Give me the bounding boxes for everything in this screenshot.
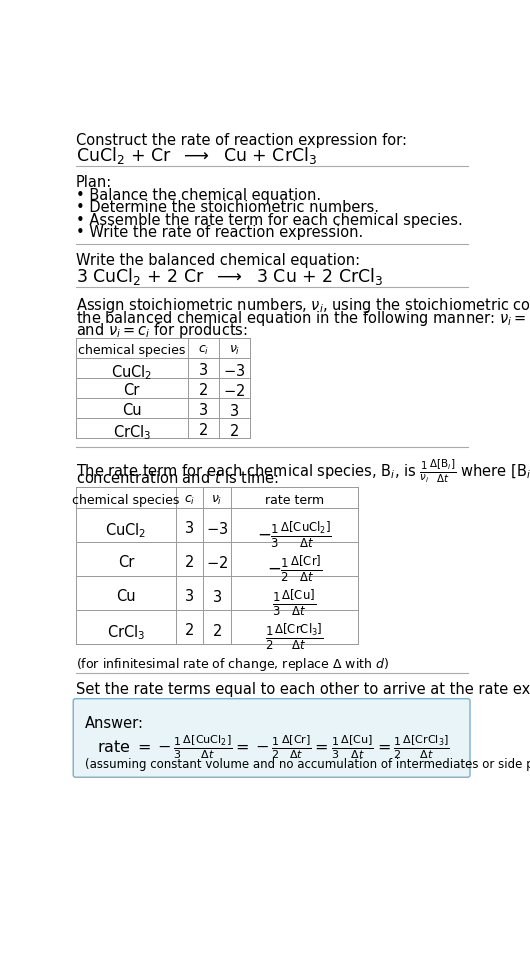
Text: 3: 3 (199, 403, 208, 418)
Text: 2: 2 (185, 623, 195, 638)
Text: CrCl$_3$: CrCl$_3$ (107, 623, 145, 642)
Text: Construct the rate of reaction expression for:: Construct the rate of reaction expressio… (76, 133, 407, 147)
Text: Cr: Cr (118, 555, 134, 570)
Text: Assign stoichiometric numbers, $\nu_i$, using the stoichiometric coefficients, $: Assign stoichiometric numbers, $\nu_i$, … (76, 297, 530, 315)
Text: 3 CuCl$_2$ + 2 Cr  $\longrightarrow$  3 Cu + 2 CrCl$_3$: 3 CuCl$_2$ + 2 Cr $\longrightarrow$ 3 Cu… (76, 266, 383, 287)
Text: $\frac{1}{2}\frac{\Delta[\mathrm{CrCl_3}]}{\Delta t}$: $\frac{1}{2}\frac{\Delta[\mathrm{CrCl_3}… (265, 622, 324, 652)
Text: $\nu_i$: $\nu_i$ (229, 344, 240, 357)
Text: 2: 2 (199, 384, 208, 398)
Text: rate term: rate term (265, 494, 324, 507)
Text: $c_i$: $c_i$ (198, 344, 209, 357)
Text: $-\frac{1}{3}\frac{\Delta[\mathrm{CuCl_2}]}{\Delta t}$: $-\frac{1}{3}\frac{\Delta[\mathrm{CuCl_2… (257, 520, 332, 550)
Text: chemical species: chemical species (72, 494, 180, 507)
Text: Set the rate terms equal to each other to arrive at the rate expression:: Set the rate terms equal to each other t… (76, 682, 530, 697)
Text: the balanced chemical equation in the following manner: $\nu_i = -c_i$ for react: the balanced chemical equation in the fo… (76, 308, 530, 328)
Text: $\frac{1}{3}\frac{\Delta[\mathrm{Cu}]}{\Delta t}$: $\frac{1}{3}\frac{\Delta[\mathrm{Cu}]}{\… (272, 588, 316, 618)
FancyBboxPatch shape (73, 699, 470, 777)
Text: $-3$: $-3$ (206, 521, 228, 538)
Text: 3: 3 (186, 590, 195, 604)
Text: $2$: $2$ (212, 623, 222, 639)
Text: $2$: $2$ (229, 424, 240, 439)
Text: $-\frac{1}{2}\frac{\Delta[\mathrm{Cr}]}{\Delta t}$: $-\frac{1}{2}\frac{\Delta[\mathrm{Cr}]}{… (267, 553, 322, 585)
Text: • Assemble the rate term for each chemical species.: • Assemble the rate term for each chemic… (76, 213, 462, 228)
Text: Cr: Cr (123, 384, 140, 398)
Text: CuCl$_2$ + Cr  $\longrightarrow$  Cu + CrCl$_3$: CuCl$_2$ + Cr $\longrightarrow$ Cu + CrC… (76, 145, 316, 166)
Text: $-2$: $-2$ (206, 555, 228, 571)
Text: CrCl$_3$: CrCl$_3$ (112, 424, 151, 442)
Text: $\nu_i$: $\nu_i$ (211, 494, 223, 507)
Text: Plan:: Plan: (76, 176, 112, 190)
Text: 2: 2 (185, 555, 195, 570)
Text: and $\nu_i = c_i$ for products:: and $\nu_i = c_i$ for products: (76, 321, 248, 341)
Text: Answer:: Answer: (85, 716, 144, 731)
Text: 3: 3 (186, 521, 195, 537)
Text: (for infinitesimal rate of change, replace $\Delta$ with $d$): (for infinitesimal rate of change, repla… (76, 656, 388, 673)
Text: $3$: $3$ (229, 403, 240, 419)
Text: CuCl$_2$: CuCl$_2$ (111, 363, 153, 382)
Text: 3: 3 (199, 363, 208, 378)
Text: 2: 2 (199, 424, 208, 438)
Text: $-2$: $-2$ (223, 384, 245, 399)
Text: • Write the rate of reaction expression.: • Write the rate of reaction expression. (76, 225, 363, 240)
Text: chemical species: chemical species (78, 344, 186, 357)
Text: $-3$: $-3$ (223, 363, 245, 379)
Text: $c_i$: $c_i$ (184, 494, 196, 507)
Text: Write the balanced chemical equation:: Write the balanced chemical equation: (76, 254, 360, 268)
Text: (assuming constant volume and no accumulation of intermediates or side products): (assuming constant volume and no accumul… (85, 758, 530, 771)
Text: $3$: $3$ (212, 590, 222, 605)
Text: rate $= -\frac{1}{3}\frac{\Delta[\mathrm{CuCl_2}]}{\Delta t} = -\frac{1}{2}\frac: rate $= -\frac{1}{3}\frac{\Delta[\mathrm… (97, 733, 450, 761)
Text: Cu: Cu (116, 590, 136, 604)
Text: concentration and $t$ is time:: concentration and $t$ is time: (76, 470, 279, 486)
Text: CuCl$_2$: CuCl$_2$ (105, 521, 147, 540)
Text: Cu: Cu (122, 403, 142, 418)
Text: • Determine the stoichiometric numbers.: • Determine the stoichiometric numbers. (76, 200, 378, 216)
Text: • Balance the chemical equation.: • Balance the chemical equation. (76, 188, 321, 203)
Text: The rate term for each chemical species, B$_i$, is $\frac{1}{\nu_i}\frac{\Delta[: The rate term for each chemical species,… (76, 458, 530, 485)
